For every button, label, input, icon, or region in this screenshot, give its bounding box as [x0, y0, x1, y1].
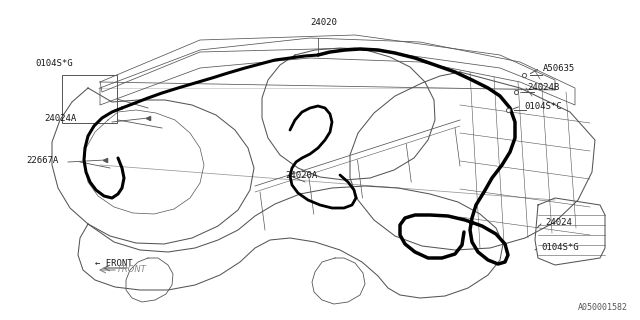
Text: 0104S*G: 0104S*G	[541, 243, 579, 252]
Text: A050001582: A050001582	[578, 303, 628, 312]
Text: 24024B: 24024B	[527, 83, 559, 92]
Bar	[62, 75, 117, 123]
Text: 24024A: 24024A	[44, 114, 76, 123]
Text: FRONT: FRONT	[118, 266, 147, 275]
Text: 0104S*G: 0104S*G	[35, 59, 72, 68]
Text: 22667A: 22667A	[26, 156, 58, 164]
Text: 24020: 24020	[310, 18, 337, 27]
Text: 24024: 24024	[545, 218, 572, 227]
Text: 24020A: 24020A	[285, 171, 317, 180]
Text: 0104S*C: 0104S*C	[524, 101, 562, 110]
Text: ← FRONT: ← FRONT	[95, 260, 132, 268]
Text: A50635: A50635	[543, 63, 575, 73]
